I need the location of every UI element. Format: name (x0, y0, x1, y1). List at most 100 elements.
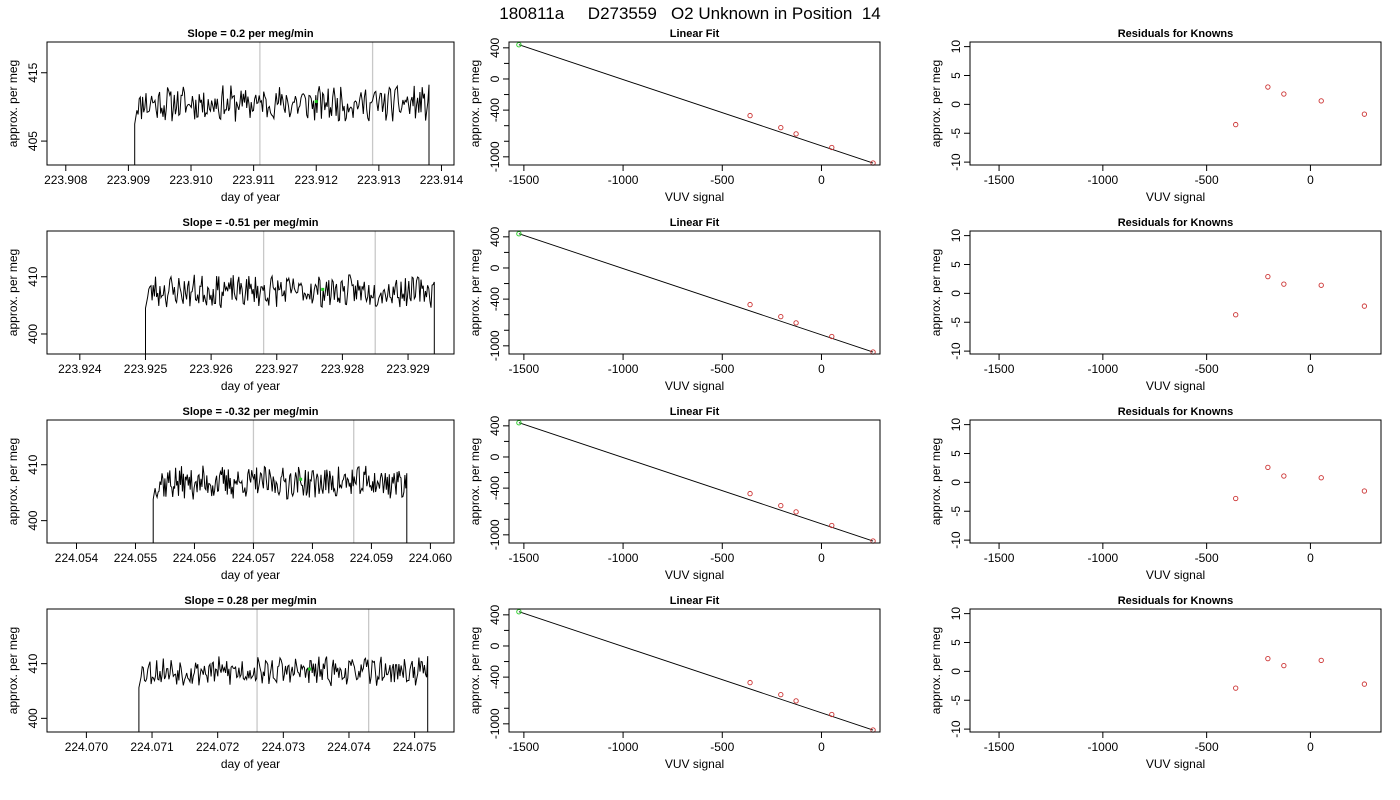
plot-frame (969, 419, 1382, 544)
x-tick-label: -1000 (608, 362, 639, 376)
plot-frame (508, 41, 881, 166)
y-tick-label: -1000 (488, 519, 502, 550)
y-tick-label: 5 (949, 639, 963, 646)
y-tick-label: 410 (26, 653, 40, 673)
x-tick-label: -1000 (1087, 362, 1118, 376)
trace-line (138, 656, 429, 732)
y-axis-label: approx. per meg (929, 249, 943, 336)
y-tick-label: 0 (488, 453, 502, 460)
y-tick-label: 5 (949, 261, 963, 268)
row-2: Slope = -0.51 per meg/min day of year appr… (6, 217, 1382, 393)
x-tick-label: 224.058 (291, 551, 335, 565)
x-tick-label: 224.057 (232, 551, 276, 565)
known-point (747, 679, 753, 686)
y-tick-label: 0 (488, 75, 502, 82)
residual-point (1233, 312, 1239, 318)
y-tick-label: 405 (26, 131, 40, 151)
y-tick-label: -400 (488, 476, 502, 500)
fit-line (518, 422, 874, 542)
mean-marker (299, 477, 303, 481)
x-tick-label: -1500 (984, 551, 1015, 565)
known-point (829, 333, 835, 340)
plot-frame (508, 419, 881, 544)
y-tick-label: 0 (488, 264, 502, 271)
x-tick-label: 224.075 (393, 740, 437, 754)
residual-point (1265, 464, 1271, 471)
residual-point (1233, 685, 1239, 691)
y-tick-label: 0 (949, 668, 963, 675)
x-tick-label: 224.054 (55, 551, 99, 565)
x-axis-label: VUV signal (665, 190, 724, 204)
y-tick-label: -5 (949, 128, 963, 139)
x-tick-label: -500 (1195, 551, 1219, 565)
y-tick-label: -10 (949, 720, 963, 738)
x-tick-label: 223.926 (189, 362, 233, 376)
x-tick-label: 0 (1307, 362, 1314, 376)
known-point (793, 320, 799, 326)
x-tick-label: 223.925 (124, 362, 168, 376)
x-tick-label: -1500 (984, 173, 1015, 187)
x-tick-label: 224.071 (130, 740, 174, 754)
fit-panel: Linear Fit VUV signal approx. per meg -1500… (468, 28, 881, 204)
x-tick-label: 223.911 (232, 173, 275, 187)
unknown-point (516, 231, 522, 237)
x-tick-label: 223.927 (255, 362, 299, 376)
fit-panel: Linear Fit VUV signal approx. per meg -1500… (468, 217, 881, 393)
row-4: Slope = 0.28 per meg/min day of year appro… (6, 595, 1382, 771)
y-tick-label: 400 (26, 324, 40, 344)
y-tick-label: 0 (949, 290, 963, 297)
y-tick-label: -1000 (488, 330, 502, 361)
row-1: Slope = 0.2 per meg/min day of year approx… (6, 28, 1382, 204)
residual-point (1361, 303, 1368, 309)
known-point (747, 301, 753, 308)
y-tick-label: -10 (949, 531, 963, 549)
residual-point (1233, 121, 1239, 128)
y-axis-label: approx. per meg (929, 627, 943, 714)
x-tick-label: 224.060 (409, 551, 453, 565)
residual-point (1265, 84, 1271, 90)
panels: Slope = 0.2 per meg/min day of year approx… (6, 28, 1382, 771)
x-tick-label: -500 (1195, 173, 1219, 187)
panel-title: Slope = 0.2 per meg/min (187, 28, 314, 40)
y-axis-label: approx. per meg (468, 60, 482, 147)
x-axis-label: VUV signal (1146, 757, 1205, 771)
panel-title: Residuals for Knowns (1118, 28, 1234, 40)
y-axis-label: approx. per meg (929, 60, 943, 147)
y-tick-label: -5 (949, 695, 963, 706)
x-tick-label: 224.059 (350, 551, 394, 565)
y-tick-label: -10 (949, 153, 963, 171)
residual-panel: Residuals for Knowns VUV signal approx. pe… (929, 28, 1382, 204)
y-tick-label: 10 (949, 607, 963, 621)
x-axis-label: day of year (221, 379, 280, 393)
unknown-point (516, 42, 522, 48)
residual-point (1265, 273, 1271, 280)
residual-panel: Residuals for Knowns VUV signal approx. pe… (929, 217, 1382, 393)
x-tick-label: 0 (1307, 551, 1314, 565)
mean-marker (314, 99, 318, 103)
residual-point (1281, 473, 1287, 479)
known-point (793, 509, 799, 515)
panel-title: Linear Fit (670, 406, 720, 418)
panel-title: Linear Fit (670, 217, 720, 229)
x-tick-label: 223.929 (386, 362, 430, 376)
trace-line (134, 84, 430, 165)
x-tick-label: 223.908 (44, 173, 88, 187)
plot-frame (969, 608, 1382, 733)
known-point (747, 490, 753, 497)
plot-frame (969, 41, 1382, 166)
plot-frame (46, 41, 455, 166)
x-tick-label: 224.056 (173, 551, 217, 565)
residual-panel: Residuals for Knowns VUV signal approx. pe… (929, 406, 1382, 582)
trace-panel: Slope = 0.28 per meg/min day of year appro… (6, 595, 455, 771)
residual-point (1281, 91, 1287, 97)
y-tick-label: 5 (949, 450, 963, 457)
trace-panel: Slope = -0.32 per meg/min day of year appr… (6, 406, 455, 582)
x-axis-label: VUV signal (665, 379, 724, 393)
y-tick-label: 10 (949, 418, 963, 432)
residual-point (1281, 662, 1287, 669)
known-point (778, 502, 784, 509)
residual-point (1318, 98, 1324, 104)
x-tick-label: -1000 (608, 740, 639, 754)
trace-line (152, 465, 408, 543)
x-tick-label: 223.913 (357, 173, 401, 187)
